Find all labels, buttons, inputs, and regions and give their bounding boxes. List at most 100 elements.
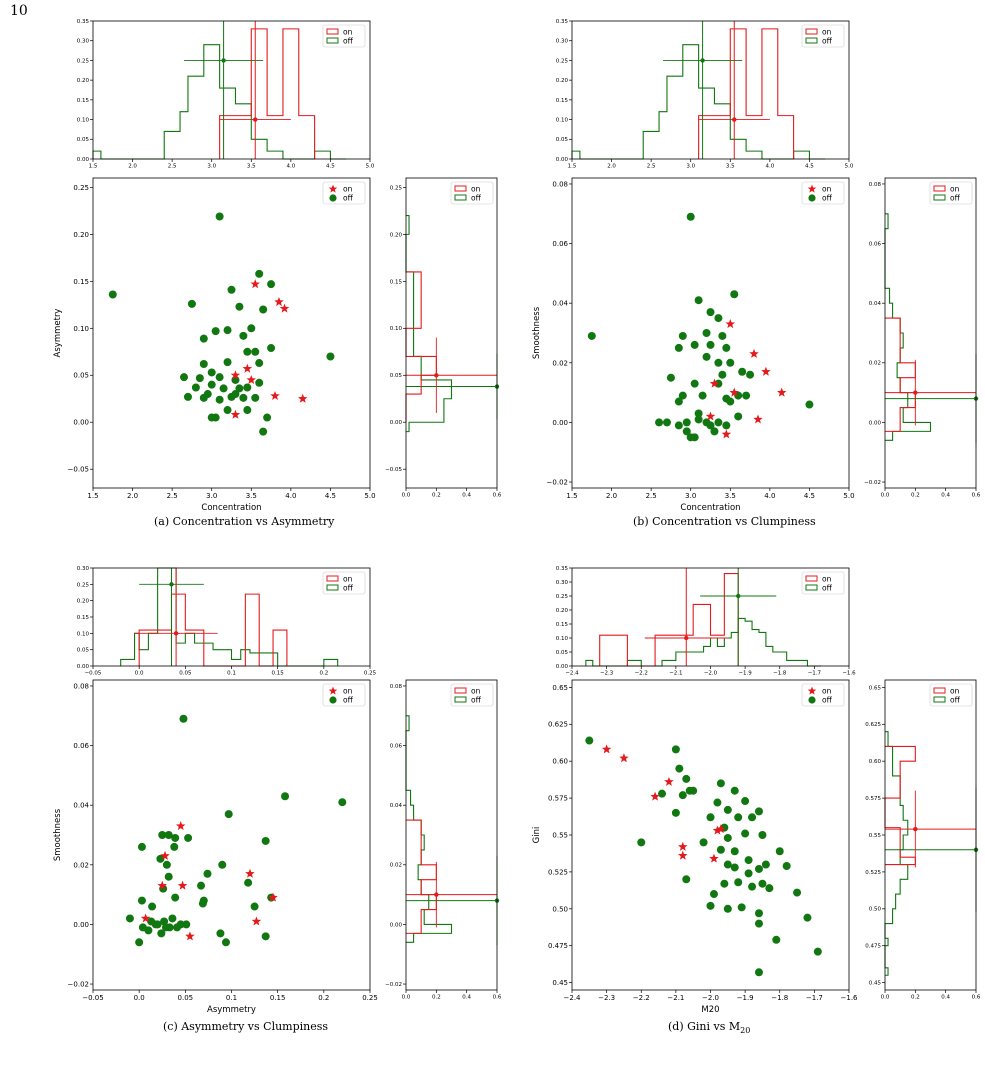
x-tick-label: −0.05 xyxy=(82,994,103,1002)
off-point xyxy=(709,890,718,899)
right-histogram: 0.0 0.2 0.4 0.6 −0.05 0.00 0.05 0.10 0.15 0.20 0.2… xyxy=(385,177,502,499)
y-tick-label: 0.30 xyxy=(77,39,90,45)
on-point xyxy=(230,370,241,380)
off-point xyxy=(137,842,146,851)
x-tick-label: 4.5 xyxy=(804,492,815,500)
legend-on-label: on xyxy=(471,687,481,696)
off-point xyxy=(144,926,153,935)
x-tick-label: 0.2 xyxy=(911,995,920,1001)
off-point xyxy=(207,368,216,377)
off-point xyxy=(678,791,687,800)
legend-off-label: off xyxy=(950,696,961,705)
caption-b: (b) Concentration vs Clumpiness xyxy=(633,515,816,528)
off-point xyxy=(215,212,224,221)
y-tick-label: 0.55 xyxy=(869,833,882,839)
on-point xyxy=(279,303,290,313)
on-median-marker xyxy=(253,117,258,122)
y-tick-label: 0.00 xyxy=(77,664,90,670)
legend-on-marker xyxy=(807,184,817,193)
x-tick-label: 2.5 xyxy=(646,492,657,500)
on-point xyxy=(140,913,151,923)
off-point xyxy=(678,391,687,400)
off-point xyxy=(637,838,646,847)
y-tick-label: 0.575 xyxy=(865,796,881,802)
off-point xyxy=(135,938,144,947)
off-point xyxy=(215,373,224,382)
plot-area xyxy=(406,178,497,488)
off-point xyxy=(714,358,723,367)
off-median-marker xyxy=(221,58,226,63)
right-histogram: 0.0 0.2 0.4 0.6 −0.02 0.00 0.02 0.04 0.06 0.08 ono… xyxy=(385,679,502,1001)
x-tick-label: −1.7 xyxy=(806,994,823,1002)
off-point xyxy=(772,935,781,944)
off-point xyxy=(741,829,750,838)
y-tick-label: 0.15 xyxy=(556,98,569,104)
on-point xyxy=(678,841,688,851)
x-tick-label: 3.0 xyxy=(207,164,216,170)
legend-on-label: on xyxy=(343,185,353,194)
off-point xyxy=(244,878,253,887)
legend-on-swatch xyxy=(805,575,818,582)
off-point xyxy=(754,864,763,873)
x-tick-label: 3.5 xyxy=(725,492,736,500)
x-tick-label: 0.2 xyxy=(432,995,441,1001)
y-tick-label: 0.35 xyxy=(556,566,569,572)
legend-box xyxy=(450,181,494,205)
on-point xyxy=(619,753,629,763)
off-point xyxy=(754,919,763,928)
y-tick-label: 0.20 xyxy=(73,231,89,239)
legend-off-label: off xyxy=(343,696,354,705)
off-point xyxy=(251,347,260,356)
off-point xyxy=(158,831,167,839)
x-tick-label: 0.0 xyxy=(134,994,145,1002)
off-point xyxy=(199,334,208,343)
scatter-axes: 1.5 2.0 2.5 3.0 3.5 4.0 4.5 5.0 −0.05 0.00 0.05 0.1… xyxy=(53,177,376,513)
y-tick-label: 0.02 xyxy=(869,361,881,367)
off-point xyxy=(714,314,723,323)
y-tick-label: 0.475 xyxy=(548,942,568,950)
legend-off-label: off xyxy=(343,37,354,46)
off-point xyxy=(723,833,732,842)
x-tick-label: −2.0 xyxy=(704,671,718,677)
off-point xyxy=(686,212,695,221)
on-median-marker xyxy=(173,631,179,636)
off-point xyxy=(125,914,134,923)
x-tick-label: 4.0 xyxy=(764,492,775,500)
off-point xyxy=(671,808,680,817)
x-tick-label: 2.0 xyxy=(128,164,137,170)
y-tick-label: 0.04 xyxy=(552,300,568,308)
y-tick-label: 0.15 xyxy=(77,615,90,621)
legend-off-label: off xyxy=(822,37,833,46)
y-tick-label: 0.60 xyxy=(552,758,568,766)
y-tick-label: 0.00 xyxy=(390,420,403,426)
y-tick-label: 0.525 xyxy=(865,870,881,876)
off-point xyxy=(239,331,248,340)
y-tick-label: 0.04 xyxy=(390,803,403,809)
x-tick-label: 5.0 xyxy=(364,492,375,500)
off-point xyxy=(744,869,753,878)
off-point xyxy=(662,418,671,427)
x-tick-label: 3.5 xyxy=(726,164,735,170)
y-tick-label: 0.10 xyxy=(77,631,90,637)
off-point xyxy=(255,269,264,278)
right-histogram: 0.0 0.2 0.4 0.6 0.45 0.475 0.50 0.525 0.55 0.575 0… xyxy=(865,679,981,1001)
off-point xyxy=(699,838,708,847)
legend-on-marker xyxy=(328,686,338,695)
x-tick-label: −1.6 xyxy=(841,994,859,1002)
legend-on-swatch xyxy=(326,28,339,35)
off-point xyxy=(211,327,220,336)
off-point xyxy=(168,914,177,923)
y-tick-label: 0.10 xyxy=(73,325,89,333)
y-tick-label: 0.25 xyxy=(77,582,90,588)
on-histogram xyxy=(698,28,795,159)
x-tick-label: 0.4 xyxy=(462,493,471,499)
off-point xyxy=(782,862,791,870)
x-tick-label: −1.6 xyxy=(842,671,856,677)
axes-frame xyxy=(405,177,498,489)
off-point xyxy=(674,397,683,406)
on-point xyxy=(650,791,660,801)
y-tick-label: 0.05 xyxy=(390,373,403,379)
y-tick-label: 0.65 xyxy=(552,684,568,692)
on-point xyxy=(242,363,253,373)
